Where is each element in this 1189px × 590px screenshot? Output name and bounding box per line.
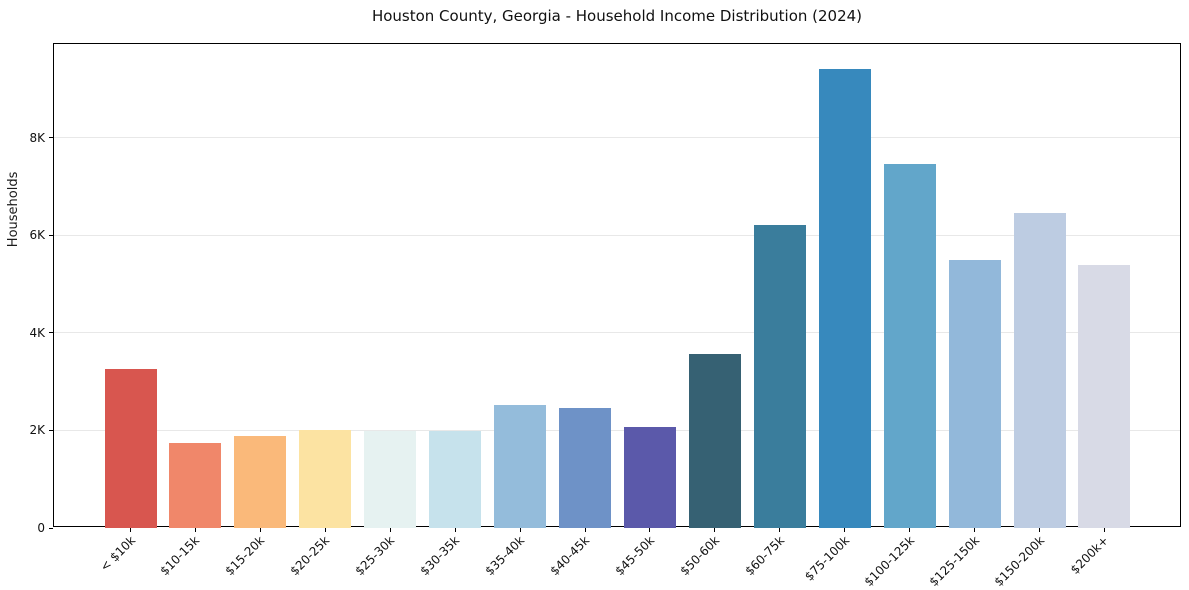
bar-60-75k — [753, 224, 806, 528]
y-tick-label-8K: 8K — [29, 130, 45, 145]
y-tick-mark — [49, 332, 53, 334]
bar-40-45k — [559, 408, 611, 528]
bar-150-200k — [1013, 212, 1066, 528]
bar-15-20k — [234, 436, 287, 528]
plot-area: 0 2K 4K 6K 8K < $10k $10-15k $15-20k $20-25k $25-… — [29, 43, 1181, 589]
chart-title: Houston County, Georgia - Household Inco… — [371, 7, 863, 25]
bar-20-25k — [299, 430, 352, 528]
bar-10k — [104, 369, 157, 528]
bar-100-125k — [883, 164, 936, 528]
gridline-4K — [54, 332, 1180, 334]
x-tick-mark — [324, 528, 326, 532]
x-tick-mark — [130, 528, 131, 532]
y-tick-label-2K: 2K — [29, 423, 45, 438]
y-tick-label-6K: 6K — [29, 228, 45, 243]
x-tick-mark — [714, 528, 716, 532]
bar-200k+ — [1078, 264, 1131, 528]
bar-75-100k — [818, 69, 871, 528]
y-tick-mark — [49, 429, 53, 431]
x-tick-label-10k: < $10k — [96, 533, 138, 575]
x-tick-mark — [909, 528, 911, 532]
x-tick-mark — [259, 528, 261, 532]
x-tick-mark — [844, 528, 846, 532]
x-tick-mark — [454, 528, 456, 532]
gridline-8K — [54, 137, 1180, 139]
x-tick-mark — [1103, 528, 1105, 532]
bar-45-50k — [623, 426, 676, 528]
bar-125-150k — [948, 259, 1001, 528]
gridline-2K — [54, 429, 1180, 431]
y-tick-label-4K: 4K — [29, 325, 45, 340]
bar-10-15k — [169, 442, 222, 528]
x-tick-mark — [194, 528, 196, 532]
gridline-6K — [54, 234, 1180, 236]
x-tick-mark — [779, 528, 781, 532]
bar-30-35k — [429, 430, 482, 528]
x-tick-mark — [584, 528, 586, 532]
y-tick-mark — [49, 137, 53, 139]
bar-25-30k — [364, 431, 417, 528]
x-tick-mark — [1039, 528, 1041, 532]
y-tick-mark — [49, 234, 53, 236]
x-tick-mark — [974, 528, 976, 532]
y-tick-label-0: 0 — [37, 521, 45, 535]
x-tick-mark — [389, 528, 391, 532]
bar-50-60k — [688, 353, 741, 528]
x-tick-mark — [519, 528, 521, 532]
x-tick-mark — [649, 528, 651, 532]
bar-35-40k — [494, 405, 547, 528]
y-tick-mark — [49, 527, 53, 529]
